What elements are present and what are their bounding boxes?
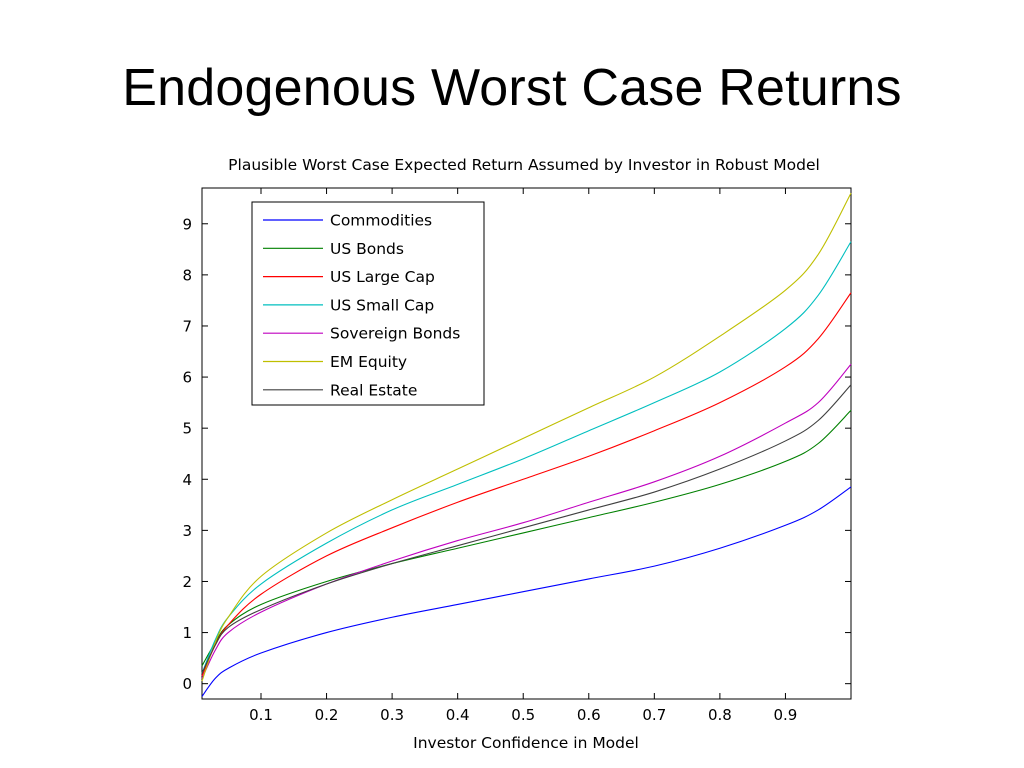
legend-label-em-equity: EM Equity (330, 353, 407, 371)
legend-label-real-estate: Real Estate (330, 381, 417, 399)
legend-label-us-large-cap: US Large Cap (330, 268, 435, 286)
legend-label-us-bonds: US Bonds (330, 240, 404, 258)
y-tick-label: 8 (182, 266, 192, 284)
chart-title: Plausible Worst Case Expected Return Ass… (228, 156, 820, 174)
y-tick-label: 7 (182, 317, 192, 335)
series-lines (201, 192, 852, 697)
x-tick-label: 0.1 (249, 706, 273, 724)
y-axis-ticks: 0 1 2 3 4 5 6 7 8 9 (182, 215, 851, 693)
x-axis-label: Investor Confidence in Model (413, 734, 639, 752)
series-line-us-bonds (201, 409, 852, 667)
y-tick-label: 9 (182, 215, 192, 233)
x-tick-label: 0.9 (774, 706, 798, 724)
y-tick-label: 3 (182, 522, 192, 540)
series-line-commodities (201, 486, 852, 697)
x-tick-label: 0.7 (642, 706, 666, 724)
legend-label-us-small-cap: US Small Cap (330, 296, 434, 314)
x-tick-label: 0.2 (315, 706, 339, 724)
x-tick-label: 0.4 (446, 706, 470, 724)
y-tick-label: 4 (182, 471, 192, 489)
x-axis-ticks: 0.1 0.2 0.3 0.4 0.5 0.6 0.7 0.8 0.9 (249, 188, 797, 724)
y-tick-label: 2 (182, 573, 192, 591)
series-line-real-estate (201, 384, 852, 674)
series-line-em-equity (201, 192, 852, 682)
x-tick-label: 0.3 (380, 706, 404, 724)
legend-box (251, 201, 485, 406)
legend-label-commodities: Commodities (330, 212, 432, 230)
series-line-us-small-cap (201, 241, 852, 674)
y-tick-label: 6 (182, 369, 192, 387)
series-line-us-large-cap (201, 292, 852, 677)
series-line-sovereign-bonds (201, 363, 852, 679)
y-tick-label: 1 (182, 624, 192, 642)
slide-title: Endogenous Worst Case Returns (122, 59, 902, 117)
y-tick-label: 5 (182, 420, 192, 438)
x-tick-label: 0.5 (511, 706, 535, 724)
y-tick-label: 0 (182, 675, 192, 693)
legend-label-sovereign-bonds: Sovereign Bonds (330, 325, 460, 343)
x-tick-label: 0.6 (577, 706, 601, 724)
legend: Commodities US Bonds US Large Cap US Small … (251, 201, 485, 406)
x-tick-label: 0.8 (708, 706, 732, 724)
